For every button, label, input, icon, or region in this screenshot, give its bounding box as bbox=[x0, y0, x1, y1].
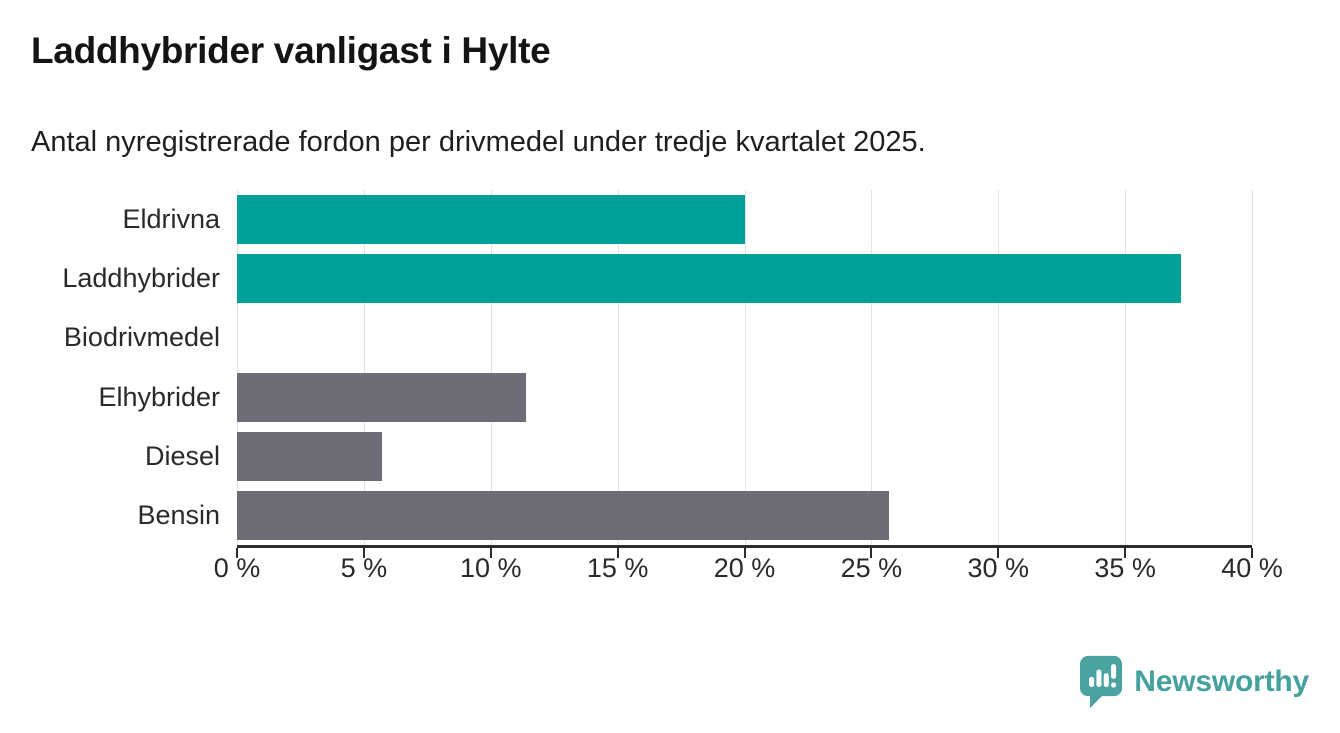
x-tick-label: 20 % bbox=[713, 553, 776, 583]
x-tick-label: 30 % bbox=[967, 553, 1030, 583]
gridline bbox=[363, 190, 365, 545]
bar-laddhybrider bbox=[237, 254, 1181, 304]
x-axis-tick bbox=[743, 548, 746, 558]
y-axis-labels: Eldrivna Laddhybrider Biodrivmedel Elhybrid… bbox=[0, 190, 220, 545]
x-axis-tick bbox=[997, 548, 1000, 558]
y-category-label: Elhybrider bbox=[98, 381, 220, 412]
x-axis-tick bbox=[489, 548, 492, 558]
x-tick-label: 35 % bbox=[1094, 553, 1156, 583]
newsworthy-speech-bubble-chart-icon bbox=[1079, 655, 1123, 709]
x-axis-tick bbox=[616, 548, 619, 558]
x-tick-label: 10 % bbox=[459, 553, 522, 583]
bar-elhybrider bbox=[237, 372, 527, 422]
x-tick-label: 25 % bbox=[840, 553, 903, 583]
y-category-label: Eldrivna bbox=[122, 204, 220, 235]
x-axis-tick bbox=[236, 548, 238, 558]
x-tick-label: 5 % bbox=[340, 553, 388, 583]
y-category-label: Diesel bbox=[144, 440, 220, 471]
brand-logo-text: Newsworthy bbox=[1134, 665, 1309, 698]
x-axis-tick bbox=[1124, 548, 1127, 558]
x-axis-tick bbox=[870, 548, 873, 558]
x-tick-label: 15 % bbox=[586, 553, 649, 583]
y-category-label: Biodrivmedel bbox=[63, 322, 220, 353]
gridline bbox=[237, 190, 238, 545]
x-tick-label: 40 % bbox=[1221, 553, 1283, 583]
y-category-label: Laddhybrider bbox=[62, 263, 220, 294]
brand-logo: Newsworthy bbox=[1079, 655, 1309, 709]
chart-title: Laddhybrider vanligast i Hylte bbox=[31, 30, 551, 71]
bar-bensin bbox=[237, 490, 890, 540]
plot-area: 0 % 5 % 10 % 15 % 20 % 25 % 30 % 35 % 40 % bbox=[214, 190, 1283, 583]
gridline bbox=[1252, 190, 1253, 545]
bar-diesel bbox=[237, 431, 382, 481]
gridline bbox=[490, 190, 492, 545]
bar-eldrivna bbox=[237, 195, 745, 245]
gridline bbox=[998, 190, 1000, 545]
chart-subtitle: Antal nyregistrerade fordon per drivmede… bbox=[31, 126, 926, 158]
gridline bbox=[744, 190, 746, 545]
x-axis-tick bbox=[1251, 548, 1253, 558]
gridline bbox=[871, 190, 873, 545]
y-category-label: Bensin bbox=[137, 499, 220, 530]
gridline bbox=[617, 190, 619, 545]
gridline bbox=[1125, 190, 1127, 545]
x-axis-tick bbox=[362, 548, 365, 558]
x-tick-label: 0 % bbox=[213, 553, 261, 583]
